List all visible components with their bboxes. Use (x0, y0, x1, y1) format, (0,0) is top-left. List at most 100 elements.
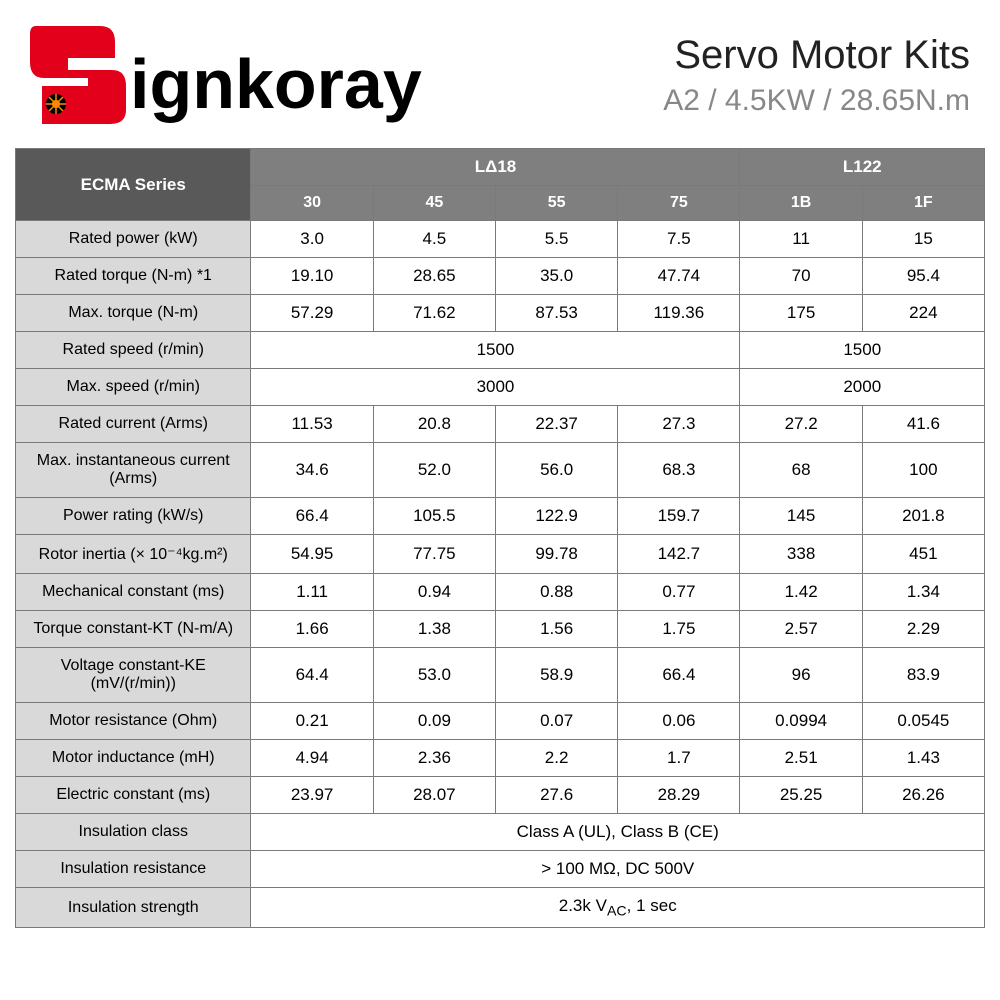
table-row: Max. speed (r/min)30002000 (16, 369, 985, 406)
row-label: Max. instantaneous current (Arms) (16, 443, 251, 498)
cell: 0.21 (251, 703, 373, 740)
cell: 5.5 (495, 221, 617, 258)
page-subtitle: A2 / 4.5KW / 28.65N.m (663, 84, 970, 118)
col-header: 45 (373, 186, 495, 221)
col-header: 1F (862, 186, 984, 221)
cell: 2000 (740, 369, 985, 406)
table-head: ECMA Series LΔ18 L122 304555751B1F (16, 149, 985, 221)
cell: 56.0 (495, 443, 617, 498)
cell: 95.4 (862, 258, 984, 295)
cell: 53.0 (373, 648, 495, 703)
cell: 68 (740, 443, 862, 498)
cell: 105.5 (373, 498, 495, 535)
cell: 41.6 (862, 406, 984, 443)
cell: 27.2 (740, 406, 862, 443)
cell: 28.65 (373, 258, 495, 295)
cell: 66.4 (618, 648, 740, 703)
cell: 0.07 (495, 703, 617, 740)
cell: 0.0545 (862, 703, 984, 740)
cell: 47.74 (618, 258, 740, 295)
row-label: Torque constant-KT (N-m/A) (16, 611, 251, 648)
cell: 0.88 (495, 574, 617, 611)
cell: 1.11 (251, 574, 373, 611)
cell: 2.2 (495, 740, 617, 777)
series-header: ECMA Series (16, 149, 251, 221)
table-row: Power rating (kW/s)66.4105.5122.9159.714… (16, 498, 985, 535)
cell: 87.53 (495, 295, 617, 332)
cell: 1.75 (618, 611, 740, 648)
title-block: Servo Motor Kits A2 / 4.5KW / 28.65N.m (663, 33, 970, 118)
cell: 2.29 (862, 611, 984, 648)
cell: 122.9 (495, 498, 617, 535)
cell: 0.77 (618, 574, 740, 611)
cell: 451 (862, 535, 984, 574)
cell: 34.6 (251, 443, 373, 498)
cell: 2.57 (740, 611, 862, 648)
cell: 119.36 (618, 295, 740, 332)
cell: 1.34 (862, 574, 984, 611)
cell: 145 (740, 498, 862, 535)
group-header-0: LΔ18 (251, 149, 740, 186)
spec-table: ECMA Series LΔ18 L122 304555751B1F Rated… (15, 148, 985, 928)
cell: 1.7 (618, 740, 740, 777)
cell: 2.36 (373, 740, 495, 777)
cell: 66.4 (251, 498, 373, 535)
table-body: Rated power (kW)3.04.55.57.51115Rated to… (16, 221, 985, 928)
row-label: Power rating (kW/s) (16, 498, 251, 535)
header: ignkoray Servo Motor Kits A2 / 4.5KW / 2… (0, 0, 1000, 148)
row-label: Rated power (kW) (16, 221, 251, 258)
table-row: Rated torque (N-m) *119.1028.6535.047.74… (16, 258, 985, 295)
col-header: 30 (251, 186, 373, 221)
cell: 224 (862, 295, 984, 332)
row-label: Insulation class (16, 814, 251, 851)
row-label: Mechanical constant (ms) (16, 574, 251, 611)
cell: 20.8 (373, 406, 495, 443)
cell: 2.3k VAC, 1 sec (251, 888, 985, 928)
cell: 4.5 (373, 221, 495, 258)
cell: 201.8 (862, 498, 984, 535)
cell: 0.0994 (740, 703, 862, 740)
cell: 58.9 (495, 648, 617, 703)
cell: 100 (862, 443, 984, 498)
row-label: Voltage constant-KE (mV/(r/min)) (16, 648, 251, 703)
cell: 25.25 (740, 777, 862, 814)
row-label: Insulation strength (16, 888, 251, 928)
cell: 338 (740, 535, 862, 574)
cell: > 100 MΩ, DC 500V (251, 851, 985, 888)
row-label: Rated torque (N-m) *1 (16, 258, 251, 295)
table-row: Insulation strength2.3k VAC, 1 sec (16, 888, 985, 928)
cell: 54.95 (251, 535, 373, 574)
cell: 99.78 (495, 535, 617, 574)
cell: 1500 (740, 332, 985, 369)
cell: 1.43 (862, 740, 984, 777)
cell: 64.4 (251, 648, 373, 703)
cell: 175 (740, 295, 862, 332)
table-row: Electric constant (ms)23.9728.0727.628.2… (16, 777, 985, 814)
cell: 68.3 (618, 443, 740, 498)
table-row: Rated power (kW)3.04.55.57.51115 (16, 221, 985, 258)
row-label: Electric constant (ms) (16, 777, 251, 814)
cell: 19.10 (251, 258, 373, 295)
cell: 15 (862, 221, 984, 258)
group-header-1: L122 (740, 149, 985, 186)
cell: 2.51 (740, 740, 862, 777)
cell: 142.7 (618, 535, 740, 574)
table-row: Rotor inertia (× 10⁻⁴kg.m²)54.9577.7599.… (16, 535, 985, 574)
cell: 3.0 (251, 221, 373, 258)
cell: 52.0 (373, 443, 495, 498)
cell: 1500 (251, 332, 740, 369)
row-label: Motor inductance (mH) (16, 740, 251, 777)
cell: 96 (740, 648, 862, 703)
cell: 23.97 (251, 777, 373, 814)
table-row: Insulation resistance> 100 MΩ, DC 500V (16, 851, 985, 888)
cell: 11 (740, 221, 862, 258)
cell: 28.07 (373, 777, 495, 814)
svg-text:ignkoray: ignkoray (130, 45, 422, 123)
cell: 1.66 (251, 611, 373, 648)
table-row: Motor resistance (Ohm)0.210.090.070.060.… (16, 703, 985, 740)
cell: 83.9 (862, 648, 984, 703)
cell: 1.38 (373, 611, 495, 648)
cell: 159.7 (618, 498, 740, 535)
cell: 35.0 (495, 258, 617, 295)
row-label: Max. torque (N-m) (16, 295, 251, 332)
